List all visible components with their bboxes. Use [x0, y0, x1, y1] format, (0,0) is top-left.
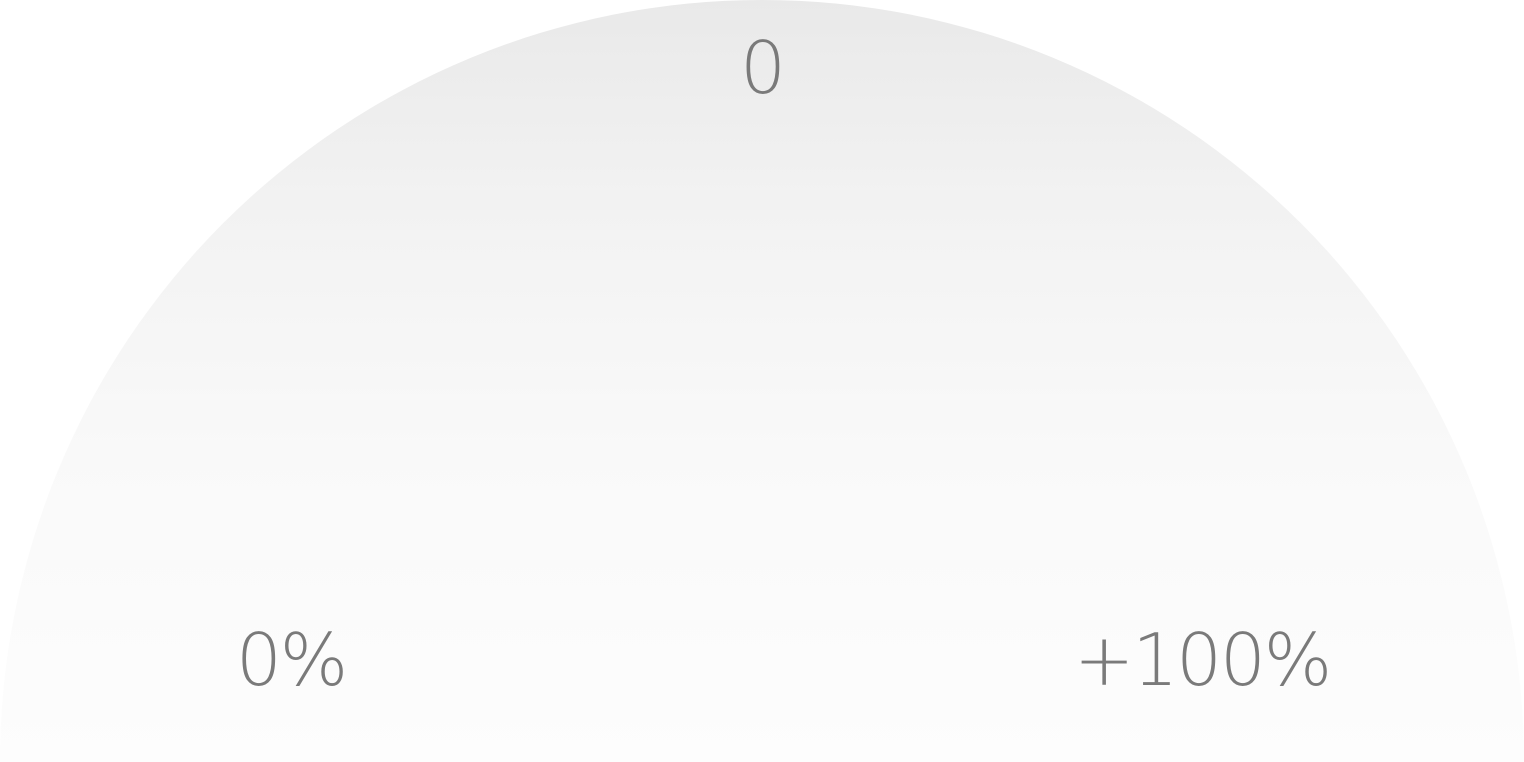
gauge-max-label: +100% — [1074, 618, 1332, 702]
gauge-value: 0 — [740, 26, 786, 110]
gauge-min-label: 0% — [236, 618, 348, 702]
